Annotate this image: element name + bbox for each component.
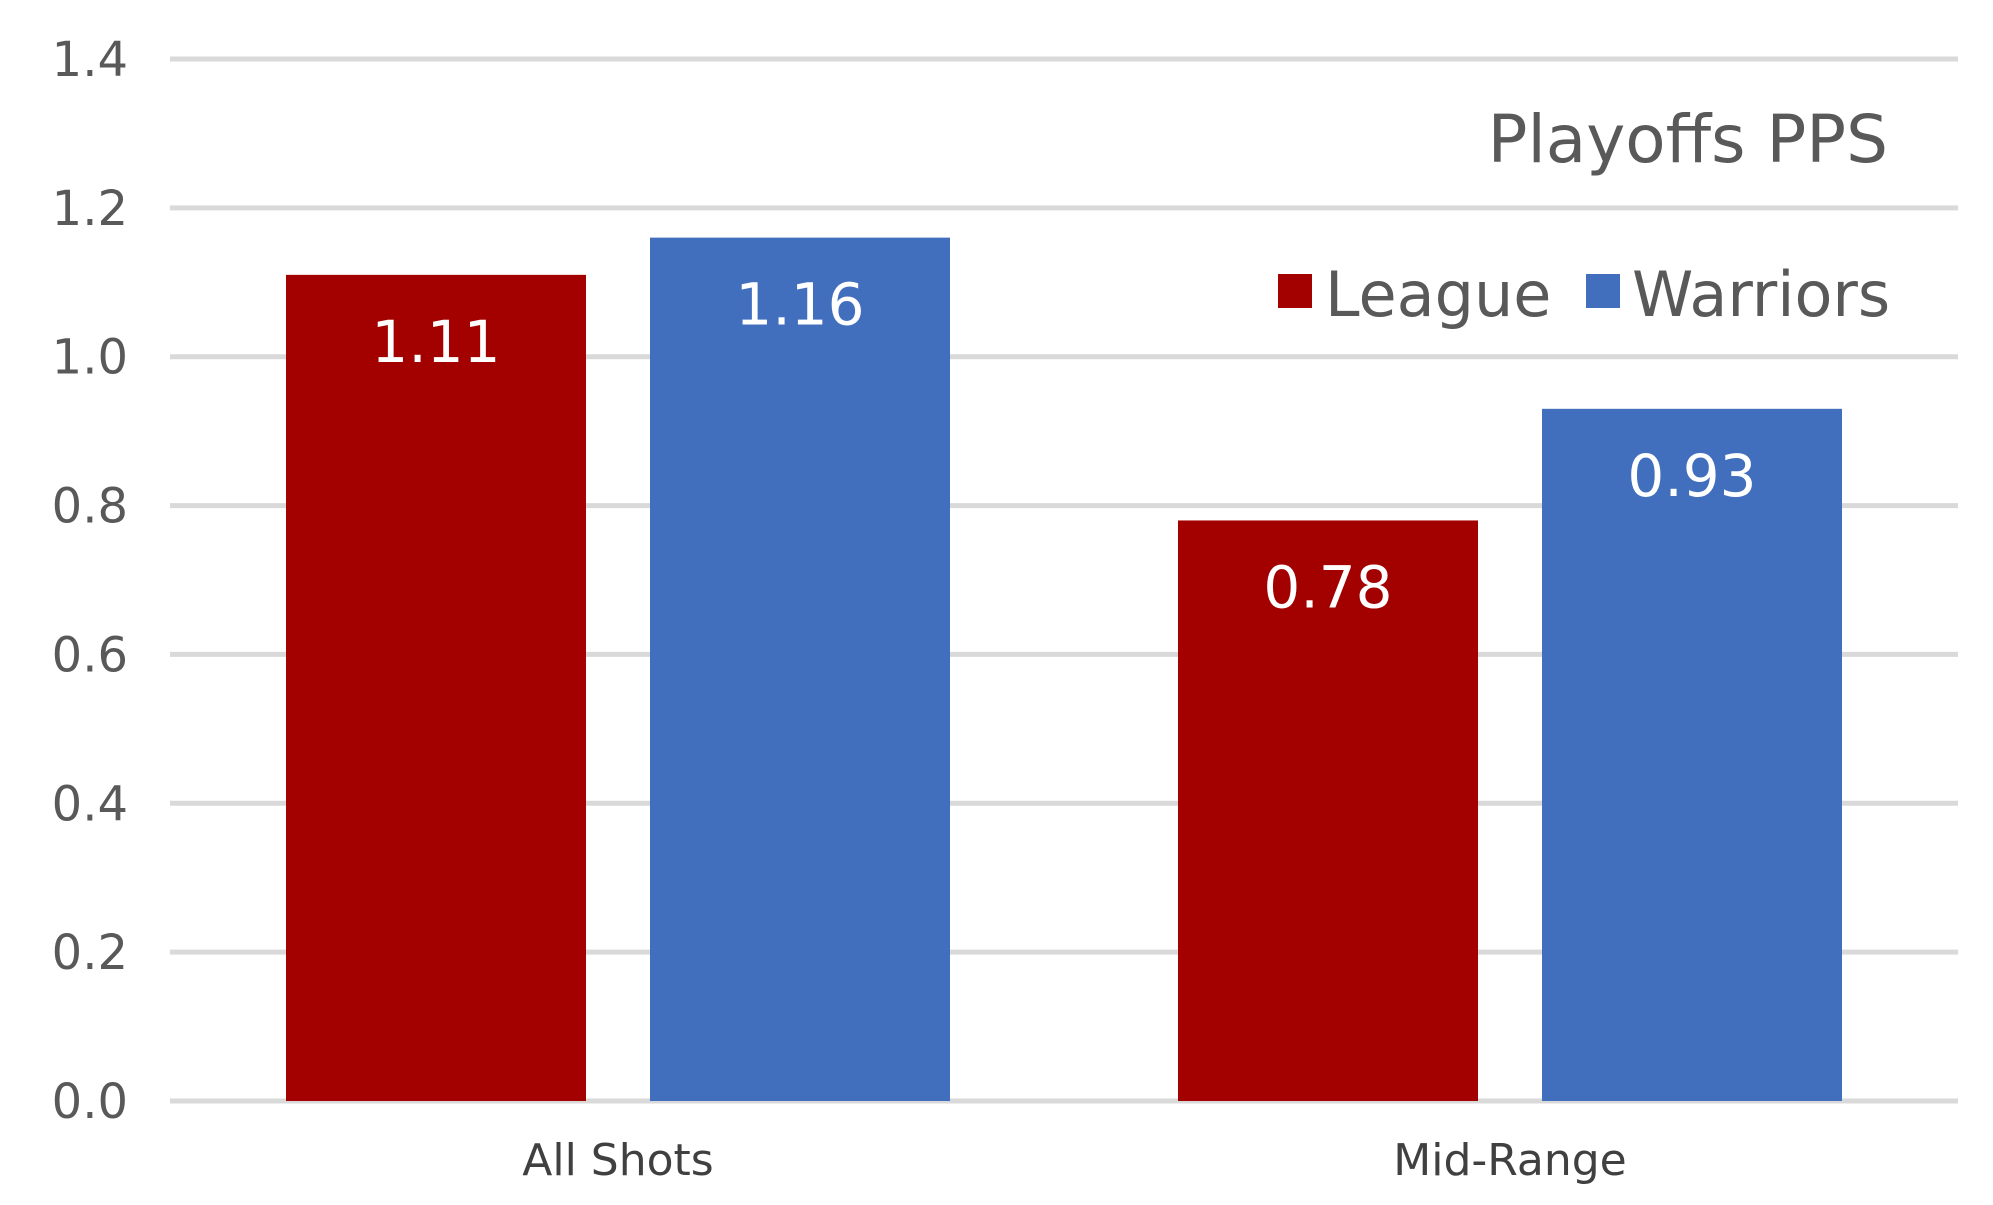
y-tick-label: 0.8 — [52, 479, 128, 535]
legend-swatch-warriors — [1586, 274, 1620, 308]
data-label: 1.16 — [735, 271, 864, 339]
bar-league-all-shots — [286, 274, 586, 1101]
legend: League Warriors — [1278, 258, 1890, 331]
y-tick-label: 0.4 — [52, 776, 128, 832]
bar-warriors-all-shots — [650, 237, 950, 1102]
legend-swatch-league — [1278, 274, 1312, 308]
data-label: 0.93 — [1627, 442, 1756, 510]
legend-label-warriors: Warriors — [1632, 258, 1890, 331]
y-tick-label: 1.0 — [52, 330, 128, 386]
y-tick-label: 0.0 — [52, 1074, 128, 1130]
x-category-label: All Shots — [522, 1135, 713, 1186]
data-label: 1.11 — [371, 308, 500, 376]
bar-warriors-mid-range — [1542, 408, 1842, 1101]
data-label: 0.78 — [1263, 553, 1392, 621]
x-category-label: Mid-Range — [1393, 1135, 1626, 1186]
y-tick-label: 0.2 — [52, 925, 128, 981]
x-axis-category-labels: All Shots Mid-Range — [522, 1135, 1626, 1186]
bars — [286, 237, 1842, 1102]
data-labels: 1.11 1.16 0.78 0.93 — [371, 271, 1756, 622]
y-tick-label: 0.6 — [52, 627, 128, 683]
y-tick-label: 1.2 — [52, 181, 128, 237]
chart-title: Playoffs PPS — [1488, 101, 1888, 178]
bar-league-mid-range — [1178, 520, 1478, 1101]
y-axis-tick-labels: 0.0 0.2 0.4 0.6 0.8 1.0 1.2 1.4 — [52, 32, 128, 1130]
y-tick-label: 1.4 — [52, 32, 128, 88]
legend-label-league: League — [1325, 258, 1551, 331]
